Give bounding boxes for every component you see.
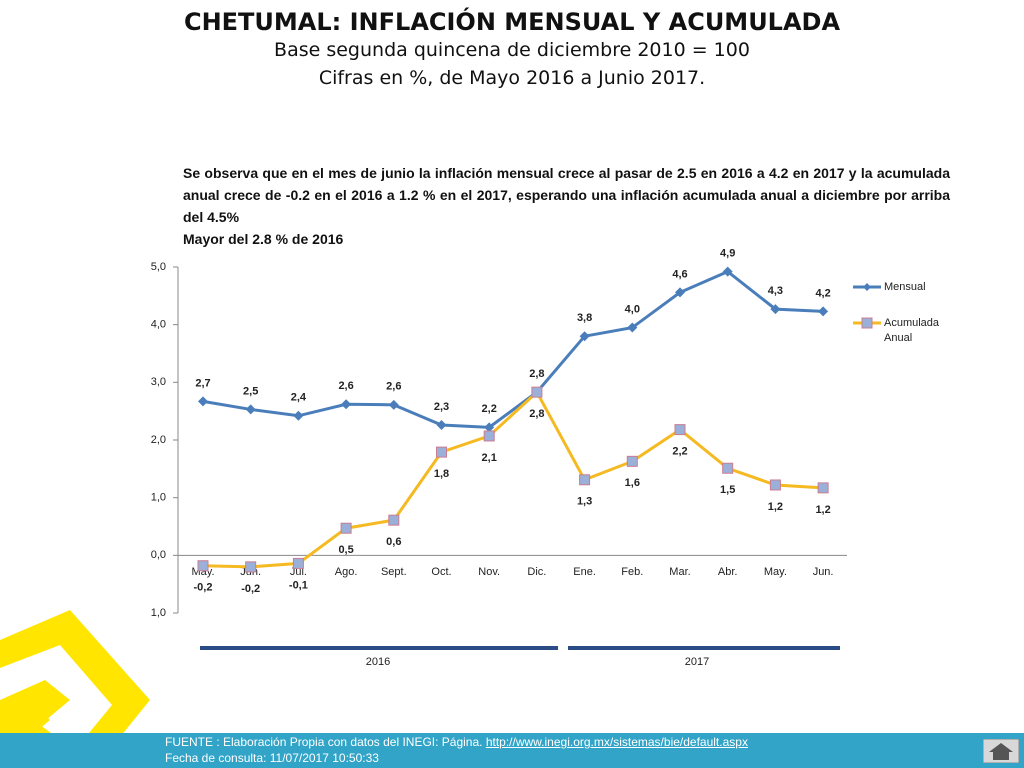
source: FUENTE : Elaboración Propia con datos de… (165, 735, 748, 749)
date: Fecha de consulta: 11/07/2017 10:50:33 (165, 751, 379, 765)
marker (292, 557, 304, 569)
marker (484, 422, 495, 433)
data-label: -0,1 (289, 579, 308, 591)
series-line (202, 389, 824, 569)
data-label: 1,2 (768, 501, 783, 513)
y-tick-label: 2,0 (151, 434, 166, 446)
marker (722, 266, 733, 277)
marker (388, 399, 399, 410)
marker (483, 430, 495, 442)
data-label: 1,5 (720, 484, 735, 496)
data-label: 4,6 (672, 268, 687, 280)
data-label: 1,3 (577, 496, 592, 508)
data-label: 2,2 (672, 446, 687, 458)
data-label: 4,0 (625, 303, 640, 315)
data-label: 1,6 (625, 477, 640, 489)
marker (531, 386, 543, 398)
marker (579, 331, 590, 342)
marker (817, 482, 829, 494)
marker (818, 306, 829, 317)
legend-marker (861, 317, 873, 329)
x-tick-label: Dic. (527, 566, 546, 578)
data-label: 2,8 (529, 408, 544, 420)
data-label: 2,6 (386, 381, 401, 393)
data-label: 2,4 (291, 392, 307, 404)
marker (245, 561, 257, 573)
marker (436, 420, 447, 431)
year-label: 2017 (685, 656, 709, 668)
y-tick-label: 1,0 (151, 492, 166, 504)
data-label: 2,6 (338, 380, 353, 392)
data-label: -0,2 (241, 583, 260, 595)
marker (436, 446, 447, 458)
marker (770, 304, 781, 315)
year-label: 2016 (366, 656, 390, 668)
data-label: 2,3 (434, 401, 449, 413)
data-label: 4,2 (815, 287, 830, 299)
subtitle: Cifras en %, de Mayo 2016 a Junio 2017. (318, 67, 706, 89)
x-tick-label: Feb. (621, 566, 643, 578)
marker (341, 399, 352, 410)
y-tick-label: 0,0 (151, 549, 166, 561)
marker (627, 322, 638, 333)
marker (579, 474, 591, 486)
marker (293, 410, 304, 421)
legend-label: Acumulada Anual (884, 317, 940, 344)
title-block: CHETUMAL: INFLACIÓN MENSUAL Y ACUMULADA … (0, 8, 1024, 92)
data-label: -0,2 (194, 582, 213, 594)
x-tick-label: May. (191, 566, 214, 578)
y-tick-label: 1,0 (151, 607, 166, 619)
source-link[interactable]: http://www.inegi.org.mx/sistemas/bie/def… (485, 735, 748, 749)
x-tick-label: Ene. (573, 566, 596, 578)
y-tick-label: 3,0 (151, 376, 166, 388)
x-tick-label: Jul. (290, 566, 307, 578)
x-tick-label: May. (764, 566, 787, 578)
decor (0, 645, 112, 750)
data-label: 4,3 (768, 285, 783, 297)
data-label: 4,9 (720, 248, 735, 260)
marker (769, 479, 781, 491)
legend-label: Mensual (884, 281, 926, 293)
legend-marker (863, 283, 871, 291)
data-label: 2,8 (529, 368, 544, 380)
marker (198, 396, 208, 407)
data-label: 0,5 (338, 544, 353, 556)
marker (626, 455, 638, 467)
source-text: FUENTE : Elaboración Propia con datos de… (165, 735, 486, 749)
x-tick-label: Mar. (669, 566, 690, 578)
series-line (202, 269, 824, 429)
x-tick-label: Jun. (813, 566, 834, 578)
x-tick-label: Nov. (478, 566, 500, 578)
note: Se observa que en el mes de junio la inf… (183, 162, 950, 250)
data-label: 1,8 (434, 468, 449, 480)
x-tick-label: Oct. (431, 566, 451, 578)
data-label: 0,6 (386, 536, 401, 548)
y-tick-label: 5,0 (151, 261, 166, 273)
marker (722, 462, 734, 474)
marker (388, 514, 400, 526)
note-text: Se observa que en el mes de junio la inf… (183, 165, 950, 225)
marker (674, 424, 686, 436)
x-tick-label: Sept. (381, 566, 407, 578)
marker (197, 560, 209, 572)
footer: FUENTE : Elaboración Propia con datos de… (0, 733, 1024, 768)
subtitle: Base segunda quincena de diciembre 2010 … (274, 39, 750, 61)
data-label: 3,8 (577, 312, 592, 324)
x-tick-label: Ago. (335, 566, 358, 578)
data-label: 2,7 (195, 377, 210, 389)
data-label: 2,1 (482, 452, 497, 464)
x-tick-label: Abr. (718, 566, 738, 578)
chart-title: CHETUMAL: INFLACIÓN MENSUAL Y ACUMULADA (183, 8, 841, 36)
home-button[interactable] (983, 739, 1019, 763)
data-label: 2,2 (482, 403, 497, 415)
marker (340, 522, 352, 534)
note-text: Mayor del 2.8 % de 2016 (183, 231, 344, 247)
y-tick-label: 4,0 (151, 319, 166, 331)
data-label: 1,2 (815, 504, 830, 516)
marker (675, 287, 685, 298)
marker (245, 404, 256, 415)
data-label: 2,5 (243, 385, 258, 397)
